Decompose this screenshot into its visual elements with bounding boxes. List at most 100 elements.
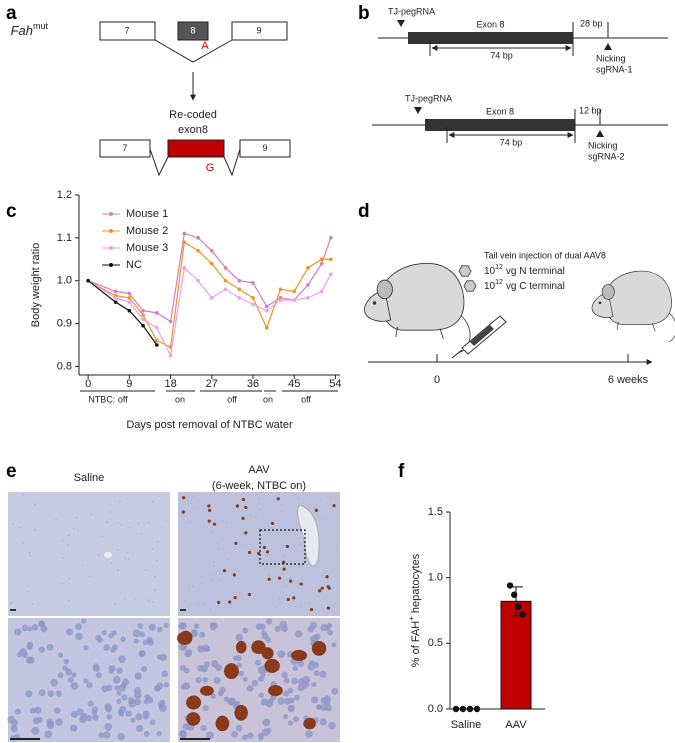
vessel bbox=[104, 552, 112, 558]
nucleus bbox=[287, 704, 296, 713]
nucleus bbox=[55, 718, 63, 726]
nucleus bbox=[180, 644, 188, 651]
ntbc-label: on bbox=[175, 394, 185, 404]
nucleus bbox=[66, 544, 69, 546]
mouse-tail bbox=[668, 312, 675, 343]
nucleus bbox=[216, 541, 219, 544]
nucleus bbox=[329, 497, 332, 499]
exon-box bbox=[231, 21, 288, 41]
nucleus bbox=[38, 620, 45, 628]
splice-line bbox=[223, 148, 241, 177]
nucleus bbox=[261, 632, 269, 640]
data-point bbox=[306, 266, 310, 270]
nucleus bbox=[36, 716, 43, 723]
scale-bar bbox=[180, 738, 210, 740]
nucleus bbox=[255, 623, 263, 630]
stained-cell bbox=[224, 663, 239, 680]
nicking-site bbox=[604, 43, 612, 50]
stained-cell bbox=[207, 504, 211, 508]
pegrna-site bbox=[397, 20, 405, 27]
nucleus bbox=[274, 605, 277, 608]
gene-superscript: mut bbox=[33, 21, 49, 31]
nucleus bbox=[331, 642, 337, 648]
x-tick-label: 0 bbox=[85, 378, 91, 390]
exon-box bbox=[239, 139, 291, 158]
stained-cell bbox=[235, 640, 247, 654]
scale-bar bbox=[10, 609, 16, 611]
data-point bbox=[319, 289, 324, 294]
nucleus bbox=[292, 665, 299, 672]
nucleus bbox=[118, 500, 121, 503]
nucleus bbox=[197, 645, 205, 653]
mouse-ear bbox=[601, 284, 615, 300]
y-tick-label: 0.8 bbox=[57, 360, 72, 372]
nucleus bbox=[86, 681, 93, 689]
data-point bbox=[168, 319, 173, 324]
nucleus bbox=[16, 652, 22, 658]
nucleus bbox=[306, 609, 308, 611]
nucleus bbox=[123, 597, 126, 600]
nucleus bbox=[197, 602, 200, 605]
nucleus bbox=[262, 718, 271, 727]
data-point bbox=[466, 705, 474, 713]
data-point bbox=[319, 257, 324, 262]
nucleus bbox=[211, 573, 214, 576]
nucleus bbox=[117, 522, 120, 524]
nucleus bbox=[108, 665, 116, 673]
nucleus bbox=[294, 533, 297, 536]
gene-name: Fahmut bbox=[11, 21, 49, 38]
stained-cell bbox=[326, 606, 331, 610]
nucleus bbox=[202, 676, 208, 683]
nucleus bbox=[157, 626, 163, 633]
nucleus bbox=[14, 628, 22, 636]
nucleus bbox=[147, 639, 154, 646]
data-point bbox=[306, 296, 310, 300]
y-tick-label: 0.0 bbox=[428, 703, 443, 715]
ntbc-label: off bbox=[227, 394, 237, 404]
data-point bbox=[127, 291, 132, 296]
data-point bbox=[459, 705, 467, 713]
stained-cell bbox=[314, 508, 318, 512]
y-tick-label: 0.5 bbox=[428, 637, 443, 649]
nucleus bbox=[183, 600, 186, 603]
stained-cell bbox=[186, 695, 202, 710]
nucleus bbox=[116, 569, 119, 571]
nucleus bbox=[73, 527, 76, 530]
nucleus bbox=[235, 633, 244, 642]
legend-marker bbox=[109, 263, 113, 267]
data-point bbox=[292, 289, 297, 294]
nucleus bbox=[300, 605, 303, 608]
legend-marker bbox=[109, 229, 113, 233]
nucleus bbox=[179, 730, 188, 739]
nucleus bbox=[55, 690, 62, 697]
stained-cell bbox=[247, 592, 251, 597]
nucleus bbox=[323, 695, 331, 703]
exon-label: 7 bbox=[122, 143, 127, 153]
nucleus bbox=[287, 687, 294, 694]
nucleus bbox=[298, 536, 301, 539]
nucleus bbox=[55, 518, 58, 521]
data-point bbox=[209, 261, 214, 266]
nucleus bbox=[193, 623, 200, 630]
series-line bbox=[87, 266, 332, 358]
data-point bbox=[251, 302, 255, 307]
data-point bbox=[182, 240, 187, 244]
nucleus bbox=[76, 528, 79, 531]
nucleus bbox=[10, 601, 13, 604]
stained-cell bbox=[299, 582, 303, 586]
nucleus bbox=[319, 498, 322, 501]
zoom-box bbox=[259, 529, 306, 565]
nucleus bbox=[323, 517, 326, 520]
nucleus bbox=[206, 731, 214, 740]
nucleus bbox=[227, 697, 236, 706]
bar bbox=[500, 600, 532, 710]
nucleus bbox=[122, 678, 130, 686]
nucleus bbox=[118, 655, 126, 664]
nucleus bbox=[308, 602, 311, 604]
nucleus bbox=[189, 521, 192, 524]
nucleus bbox=[68, 577, 71, 580]
stained-cell bbox=[181, 510, 185, 514]
nucleus bbox=[265, 699, 274, 708]
nucleus bbox=[149, 719, 156, 726]
stained-cell bbox=[228, 600, 232, 604]
